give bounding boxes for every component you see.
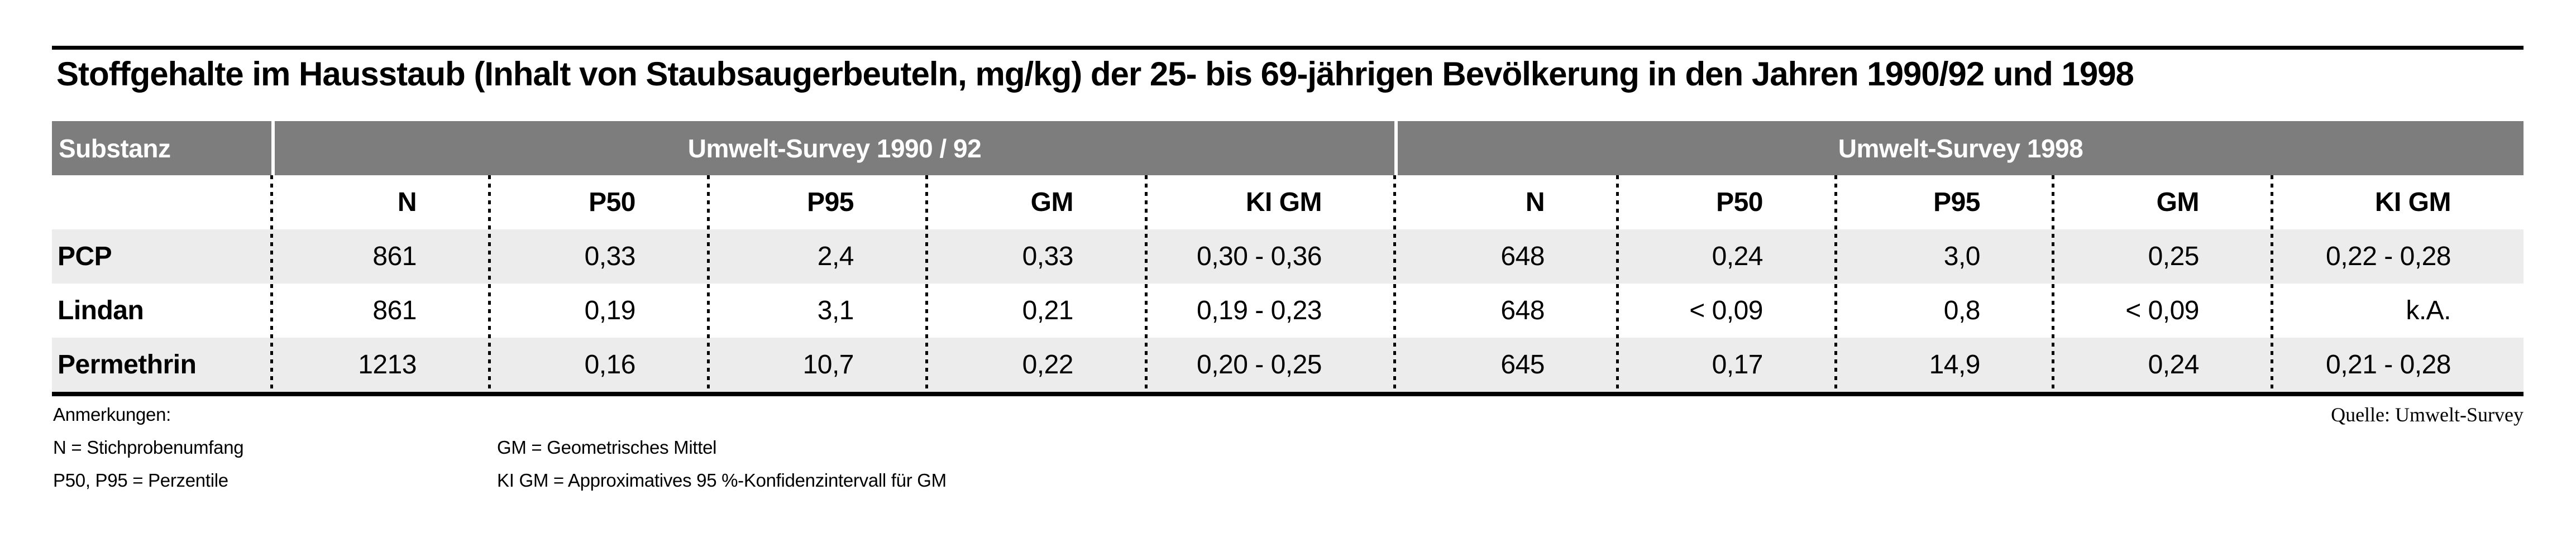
- row-label: Permethrin: [58, 350, 197, 380]
- table-cell: 3,0: [1943, 242, 1981, 271]
- column-separator: [1393, 175, 1396, 392]
- subheader-row: N P50 P95 GM KI GM N P50 P95 GM KI GM: [52, 175, 2524, 229]
- table-cell: 0,22 - 0,28: [2326, 242, 2451, 271]
- footnote-percentile: P50, P95 = Perzentile: [53, 470, 228, 491]
- table-cell: 0,24: [1712, 242, 1763, 271]
- table-cell: 14,9: [1929, 350, 1981, 380]
- table-cell: k.A.: [2406, 296, 2451, 325]
- footnote-n: N = Stichprobenumfang: [53, 437, 244, 458]
- top-rule: [52, 46, 2524, 50]
- footnote-heading: Anmerkungen:: [53, 404, 171, 425]
- col-header-p95-1990: P95: [807, 188, 854, 217]
- data-table: Substanz Umwelt-Survey 1990 / 92 Umwelt-…: [52, 121, 2524, 396]
- table-cell: 0,22: [1022, 350, 1074, 380]
- table-cell: < 0,09: [1689, 296, 1763, 325]
- col-header-n-1990: N: [397, 188, 417, 217]
- subheader-empty: [52, 175, 271, 229]
- table-header-band: Substanz Umwelt-Survey 1990 / 92 Umwelt-…: [52, 121, 2524, 175]
- table-row-pcp: PCP 861 0,33 2,4 0,33 0,30 - 0,36 648 0,…: [52, 229, 2524, 284]
- source-note: Quelle: Umwelt-Survey: [2331, 404, 2524, 426]
- table-cell: 0,16: [584, 350, 636, 380]
- col-header-gm-1990: GM: [1030, 188, 1074, 217]
- column-separator: [707, 175, 710, 392]
- table-cell: 1213: [358, 350, 417, 380]
- col-header-n-1998: N: [1525, 188, 1545, 217]
- table-row-permethrin: Permethrin 1213 0,16 10,7 0,22 0,20 - 0,…: [52, 338, 2524, 392]
- table-cell: 0,8: [1943, 296, 1981, 325]
- table-cell: 861: [372, 296, 417, 325]
- col-header-kigm-1998: KI GM: [2374, 188, 2451, 217]
- table-cell: 3,1: [817, 296, 854, 325]
- column-separator: [1616, 175, 1619, 392]
- table-cell: 0,21 - 0,28: [2326, 350, 2451, 380]
- table-cell: 645: [1500, 350, 1545, 380]
- column-separator: [2052, 175, 2054, 392]
- table-cell: 861: [372, 242, 417, 271]
- column-separator: [2271, 175, 2273, 392]
- table-cell: 0,17: [1712, 350, 1763, 380]
- column-separator: [270, 175, 273, 392]
- table-cell: 0,21: [1022, 296, 1074, 325]
- row-label: PCP: [58, 242, 112, 271]
- column-separator: [488, 175, 491, 392]
- table-cell: 648: [1500, 242, 1545, 271]
- table-row-lindan: Lindan 861 0,19 3,1 0,21 0,19 - 0,23 648…: [52, 284, 2524, 338]
- header-group-1990-92: Umwelt-Survey 1990 / 92: [275, 121, 1394, 175]
- row-label: Lindan: [58, 296, 144, 325]
- col-header-p95-1998: P95: [1933, 188, 1980, 217]
- table-cell: 0,33: [1022, 242, 1074, 271]
- col-header-p50-1998: P50: [1716, 188, 1763, 217]
- table-cell: 0,30 - 0,36: [1197, 242, 1322, 271]
- table-cell: 0,25: [2148, 242, 2200, 271]
- column-separator: [1834, 175, 1837, 392]
- table-cell: 10,7: [802, 350, 854, 380]
- table-cell: 0,19 - 0,23: [1197, 296, 1322, 325]
- table-cell: 648: [1500, 296, 1545, 325]
- table-cell: 2,4: [817, 242, 854, 271]
- page-title: Stoffgehalte im Hausstaub (Inhalt von St…: [56, 55, 2134, 93]
- table-cell: < 0,09: [2125, 296, 2199, 325]
- col-header-gm-1998: GM: [2156, 188, 2200, 217]
- column-separator: [925, 175, 928, 392]
- column-separator: [1145, 175, 1148, 392]
- header-substanz: Substanz: [52, 121, 271, 175]
- header-group-1998: Umwelt-Survey 1998: [1398, 121, 2524, 175]
- col-header-kigm-1990: KI GM: [1245, 188, 1322, 217]
- bottom-rule: [52, 392, 2524, 396]
- footnote-kigm: KI GM = Approximatives 95 %-Konfidenzint…: [497, 470, 947, 491]
- table-cell: 0,20 - 0,25: [1197, 350, 1322, 380]
- col-header-p50-1990: P50: [589, 188, 635, 217]
- table-cell: 0,19: [584, 296, 636, 325]
- footnote-gm: GM = Geometrisches Mittel: [497, 437, 717, 458]
- table-cell: 0,33: [584, 242, 636, 271]
- table-cell: 0,24: [2148, 350, 2200, 380]
